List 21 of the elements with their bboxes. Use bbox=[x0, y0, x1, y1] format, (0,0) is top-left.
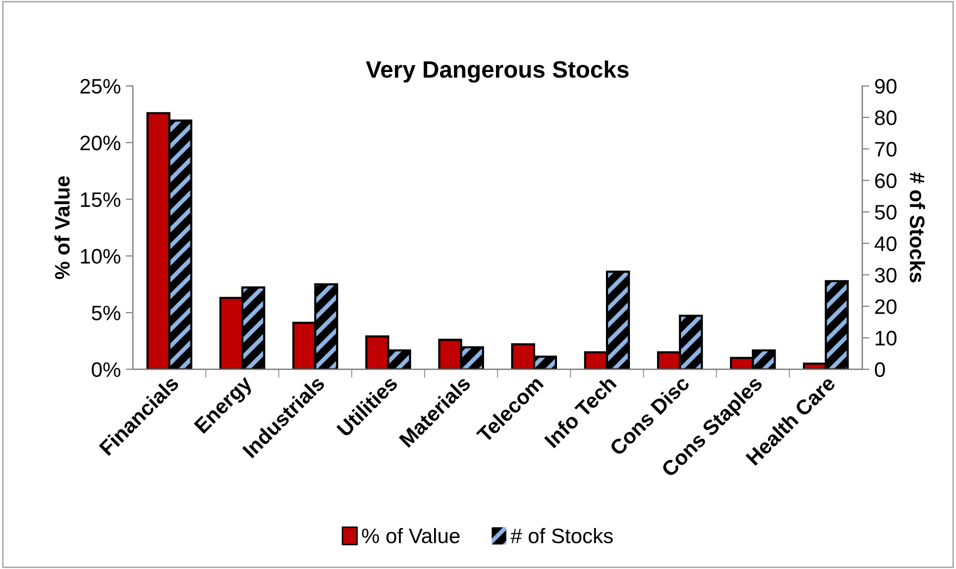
y2-tick-label: 10 bbox=[876, 330, 896, 346]
y-tick-label: 10% bbox=[80, 248, 120, 264]
legend-label: # of Stocks bbox=[510, 528, 613, 544]
y2-tick-label: 80 bbox=[875, 110, 896, 126]
y-tick-label: 0% bbox=[92, 362, 120, 378]
y2-tick-label: 0 bbox=[874, 362, 885, 378]
y2-axis-title: # of Stocks bbox=[910, 172, 926, 282]
y-axis-title: % of Value bbox=[54, 176, 70, 280]
y2-tick-label: 60 bbox=[875, 173, 896, 188]
legend-label: % of Value bbox=[362, 528, 460, 544]
y-tick-label: 15% bbox=[80, 192, 120, 208]
y-tick-label: 20% bbox=[80, 136, 120, 150]
y2-tick-label: 90 bbox=[875, 78, 896, 94]
y2-tick-label: 20 bbox=[875, 299, 896, 314]
y-tick-label: 5% bbox=[92, 306, 120, 320]
y2-tick-label: 70 bbox=[875, 142, 896, 157]
y-tick-label: 25% bbox=[80, 78, 120, 94]
y2-tick-label: 30 bbox=[874, 268, 896, 283]
y2-tick-label: 50 bbox=[874, 204, 896, 220]
y2-tick-label: 40 bbox=[874, 236, 896, 252]
chart-title: Very Dangerous Stocks bbox=[366, 60, 629, 83]
